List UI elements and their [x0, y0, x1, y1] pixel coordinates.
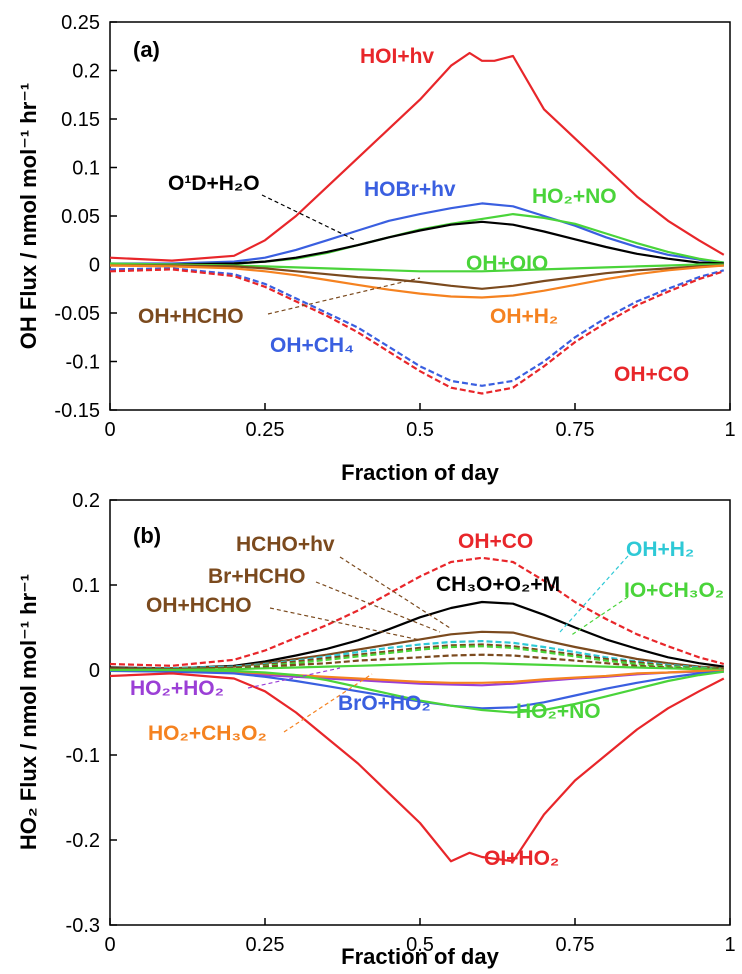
label-oh-co-a: OH+CO: [614, 363, 689, 386]
y-tick-label: -0.15: [54, 400, 100, 422]
label-io-ch3o2: IO+CH₃O₂: [624, 579, 724, 602]
label-oh-hcho-a: OH+HCHO: [138, 305, 244, 328]
label-hcho-hv: HCHO+hv: [236, 533, 335, 556]
leader-ho2-ch3o2: [283, 673, 373, 733]
panel-tag-a: (a): [133, 37, 160, 62]
label-ch3o-o2-m: CH₃O+O₂+M: [436, 573, 560, 596]
label-hoi-hv: HOI+hv: [360, 45, 434, 68]
label-oh-hcho-b: OH+HCHO: [146, 594, 252, 617]
x-tick-label: 0.25: [246, 419, 285, 441]
y-tick-label: 0.05: [61, 206, 100, 228]
leader-lines-a: [261, 194, 421, 315]
x-tick-label: 0.5: [406, 934, 434, 956]
y-tick-label: 0.15: [61, 109, 100, 131]
x-tick-label: 0.5: [406, 419, 434, 441]
y-tick-label: 0.1: [72, 575, 100, 597]
label-oh-h2-a: OH+H₂: [490, 305, 558, 328]
panel-tag-b: (b): [133, 523, 161, 548]
y-tick-label: 0.25: [61, 12, 100, 34]
x-tick-label: 0: [104, 419, 115, 441]
series-line-oh-oio: [109, 262, 724, 273]
label-o1d-h2o: O¹D+H₂O: [168, 172, 260, 195]
x-tick-label: 0: [104, 934, 115, 956]
label-oh-oio: OH+OIO: [466, 252, 548, 275]
series-line-hoi-hv: [109, 51, 725, 262]
series-lines-b: [109, 556, 725, 863]
y-tick-label: 0: [89, 255, 100, 277]
series-line-green-solid-near-zero: [110, 662, 724, 672]
series-lines-a: [109, 51, 725, 395]
x-tick-label: 1: [724, 419, 735, 441]
series-line-oh-ch4: [109, 267, 725, 387]
leader-hcho-hv: [339, 556, 451, 629]
leader-o1d: [261, 194, 356, 241]
panel-b: 0 0.25 0.5 0.75 1 -0.3 -0.2 -0.1 0 0.1 0.2 (b) Fra…: [16, 490, 736, 969]
x-axis-label-b: Fraction of day: [341, 944, 499, 969]
series-line-oh-co: [109, 268, 725, 395]
series-line-oh-h2: [109, 264, 724, 299]
series-line-ho2-no: [110, 213, 724, 266]
label-ho2-ch3o2: HO₂+CH₃O₂: [148, 722, 267, 745]
leader-ho2-ho2: [247, 667, 341, 689]
label-hobr-hv: HOBr+hv: [364, 178, 456, 201]
x-tick-label: 0.75: [556, 934, 595, 956]
panel-a: 0 0.25 0.5 0.75 1 -0.15 -0.1 -0.05 0 0.05 0.1 0.15 0…: [16, 12, 736, 485]
label-oh-ch4: OH+CH₄: [270, 334, 354, 357]
y-tick-label: -0.2: [66, 830, 100, 852]
label-bro-ho2: BrO+HO₂: [338, 692, 431, 715]
series-line-hobr-hv: [110, 202, 724, 265]
series-line-oi-ho2: [109, 672, 725, 863]
y-tick-label: -0.05: [54, 303, 100, 325]
series-line-o1d-h2o: [110, 220, 724, 266]
y-tick-label: 0: [89, 660, 100, 682]
y-tick-label: -0.1: [66, 745, 100, 767]
label-oi-ho2: OI+HO₂: [484, 847, 559, 870]
plot-frame-a: [109, 21, 731, 411]
label-ho2-no-a: HO₂+NO: [532, 185, 617, 208]
leader-oh-hcho-b: [269, 607, 421, 641]
y-tick-label: -0.1: [66, 352, 100, 374]
x-tick-label: 0.75: [556, 419, 595, 441]
x-tick-label: 0.25: [246, 934, 285, 956]
leader-oh-hcho-a: [267, 277, 421, 315]
y-axis-label-a: OH Flux / nmol mol⁻¹ hr⁻¹: [16, 83, 41, 349]
label-br-hcho: Br+HCHO: [208, 565, 305, 588]
series-line-oh-hcho: [110, 653, 724, 671]
y-tick-label: -0.3: [66, 915, 100, 937]
y-tick-label: 0.1: [72, 158, 100, 180]
series-line-ch3o-o2-m: [109, 600, 724, 670]
label-oh-co-b: OH+CO: [458, 530, 533, 553]
series-line-oh-hcho: [110, 264, 724, 290]
x-tick-label: 1: [724, 934, 735, 956]
y-tick-label: 0.2: [72, 61, 100, 83]
label-oh-h2-b: OH+H₂: [626, 538, 694, 561]
ticks-a: 0 0.25 0.5 0.75 1 -0.15 -0.1 -0.05 0 0.05 0.1 0.15 0…: [54, 12, 735, 441]
leader-lines-b: [247, 555, 629, 733]
series-line-ho2-no: [110, 668, 724, 714]
annotations-b: HCHO+hv OH+CO OH+H₂ Br+HCHO CH₃O+O₂+M IO…: [130, 530, 724, 870]
label-ho2-no-b: HO₂+NO: [516, 700, 601, 723]
y-tick-label: 0.2: [72, 490, 100, 512]
leader-io-ch3o2: [569, 596, 629, 637]
label-ho2-ho2: HO₂+HO₂: [130, 677, 224, 700]
leader-oh-h2-b: [559, 555, 629, 633]
leader-br-hcho: [315, 581, 441, 633]
annotations-a: HOI+hv HOBr+hv HO₂+NO O¹D+H₂O OH+OIO OH+…: [138, 45, 689, 386]
x-axis-label-a: Fraction of day: [341, 460, 499, 485]
series-line-oh-co: [109, 556, 725, 667]
y-axis-label-b: HO₂ Flux / nmol mol⁻¹ hr⁻¹: [16, 574, 41, 850]
